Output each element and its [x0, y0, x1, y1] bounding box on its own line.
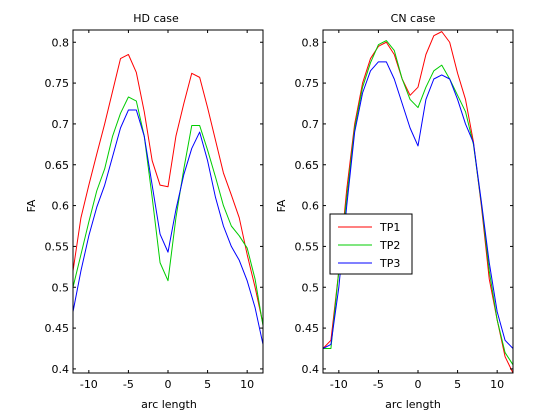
cn-case-ytick-label: 0.45 [295, 322, 320, 335]
cn-case-ytick-label: 0.65 [295, 159, 320, 172]
hd-case-xtick-label: 5 [204, 378, 211, 391]
cn-case-plot-area: -10 -5 0 5 10 0.4 0.45 0.5 0.55 0.6 0.65 0.7 0.75 0.8… [295, 29, 514, 391]
hd-case-ytick-label: 0.4 [52, 363, 70, 376]
hd-case-series-tp3-line [72, 109, 264, 345]
hd-case-ytick-label: 0.6 [52, 200, 70, 213]
cn-case-legend-label-tp1: TP1 [379, 221, 400, 234]
cn-case-xtick-label: 0 [415, 378, 422, 391]
cn-case-xtick-label: 5 [454, 378, 461, 391]
hd-case-ytick-label: 0.8 [52, 36, 70, 49]
hd-case-ytick-label: 0.65 [45, 159, 70, 172]
cn-case-legend-box [329, 213, 413, 275]
hd-case-ytick-label: 0.7 [52, 118, 70, 131]
cn-case-ytick-label: 0.6 [302, 200, 320, 213]
cn-case-title: CN case [391, 12, 436, 25]
hd-case-xtick-label: -10 [80, 378, 98, 391]
cn-case-legend-label-tp3: TP3 [379, 257, 400, 270]
hd-case-panel: HD case arc length FA -10 -5 0 5 10 0.4 0.45 0.… [25, 12, 264, 411]
cn-case-ytick-label: 0.7 [302, 118, 320, 131]
cn-case-xtick-label: -10 [330, 378, 348, 391]
hd-case-ylabel: FA [25, 199, 38, 212]
cn-case-ytick-label: 0.8 [302, 36, 320, 49]
hd-case-xtick-label: 10 [240, 378, 254, 391]
hd-case-xtick-label: 0 [165, 378, 172, 391]
cn-case-ytick-label: 0.75 [295, 77, 320, 90]
hd-case-xlabel: arc length [141, 398, 197, 411]
hd-case-ytick-label: 0.5 [52, 281, 70, 294]
cn-case-ylabel: FA [275, 199, 288, 212]
cn-case-series-tp3-line [322, 61, 514, 349]
hd-case-title: HD case [133, 12, 179, 25]
cn-case-ytick-label: 0.5 [302, 281, 320, 294]
hd-case-series-tp2-line [72, 96, 264, 326]
hd-case-xtick-label: -5 [123, 378, 134, 391]
cn-case-ytick-label: 0.4 [302, 363, 320, 376]
cn-case-xtick-label: 10 [490, 378, 504, 391]
cn-case-legend-label-tp2: TP2 [379, 239, 400, 252]
hd-case-ytick-label: 0.55 [45, 240, 70, 253]
hd-case-ytick-label: 0.75 [45, 77, 70, 90]
hd-case-series-tp1-line [72, 54, 264, 325]
cn-case-panel: CN case arc length FA -10 -5 0 5 10 0.4 0.45 0.… [275, 12, 514, 411]
hd-case-plot-area: -10 -5 0 5 10 0.4 0.45 0.5 0.55 0.6 0.65 0.7 0.75 0.8 [45, 29, 264, 391]
hd-case-ytick-label: 0.45 [45, 322, 70, 335]
cn-case-ytick-label: 0.55 [295, 240, 320, 253]
cn-case-xtick-label: -5 [373, 378, 384, 391]
cn-case-xlabel: arc length [385, 398, 441, 411]
